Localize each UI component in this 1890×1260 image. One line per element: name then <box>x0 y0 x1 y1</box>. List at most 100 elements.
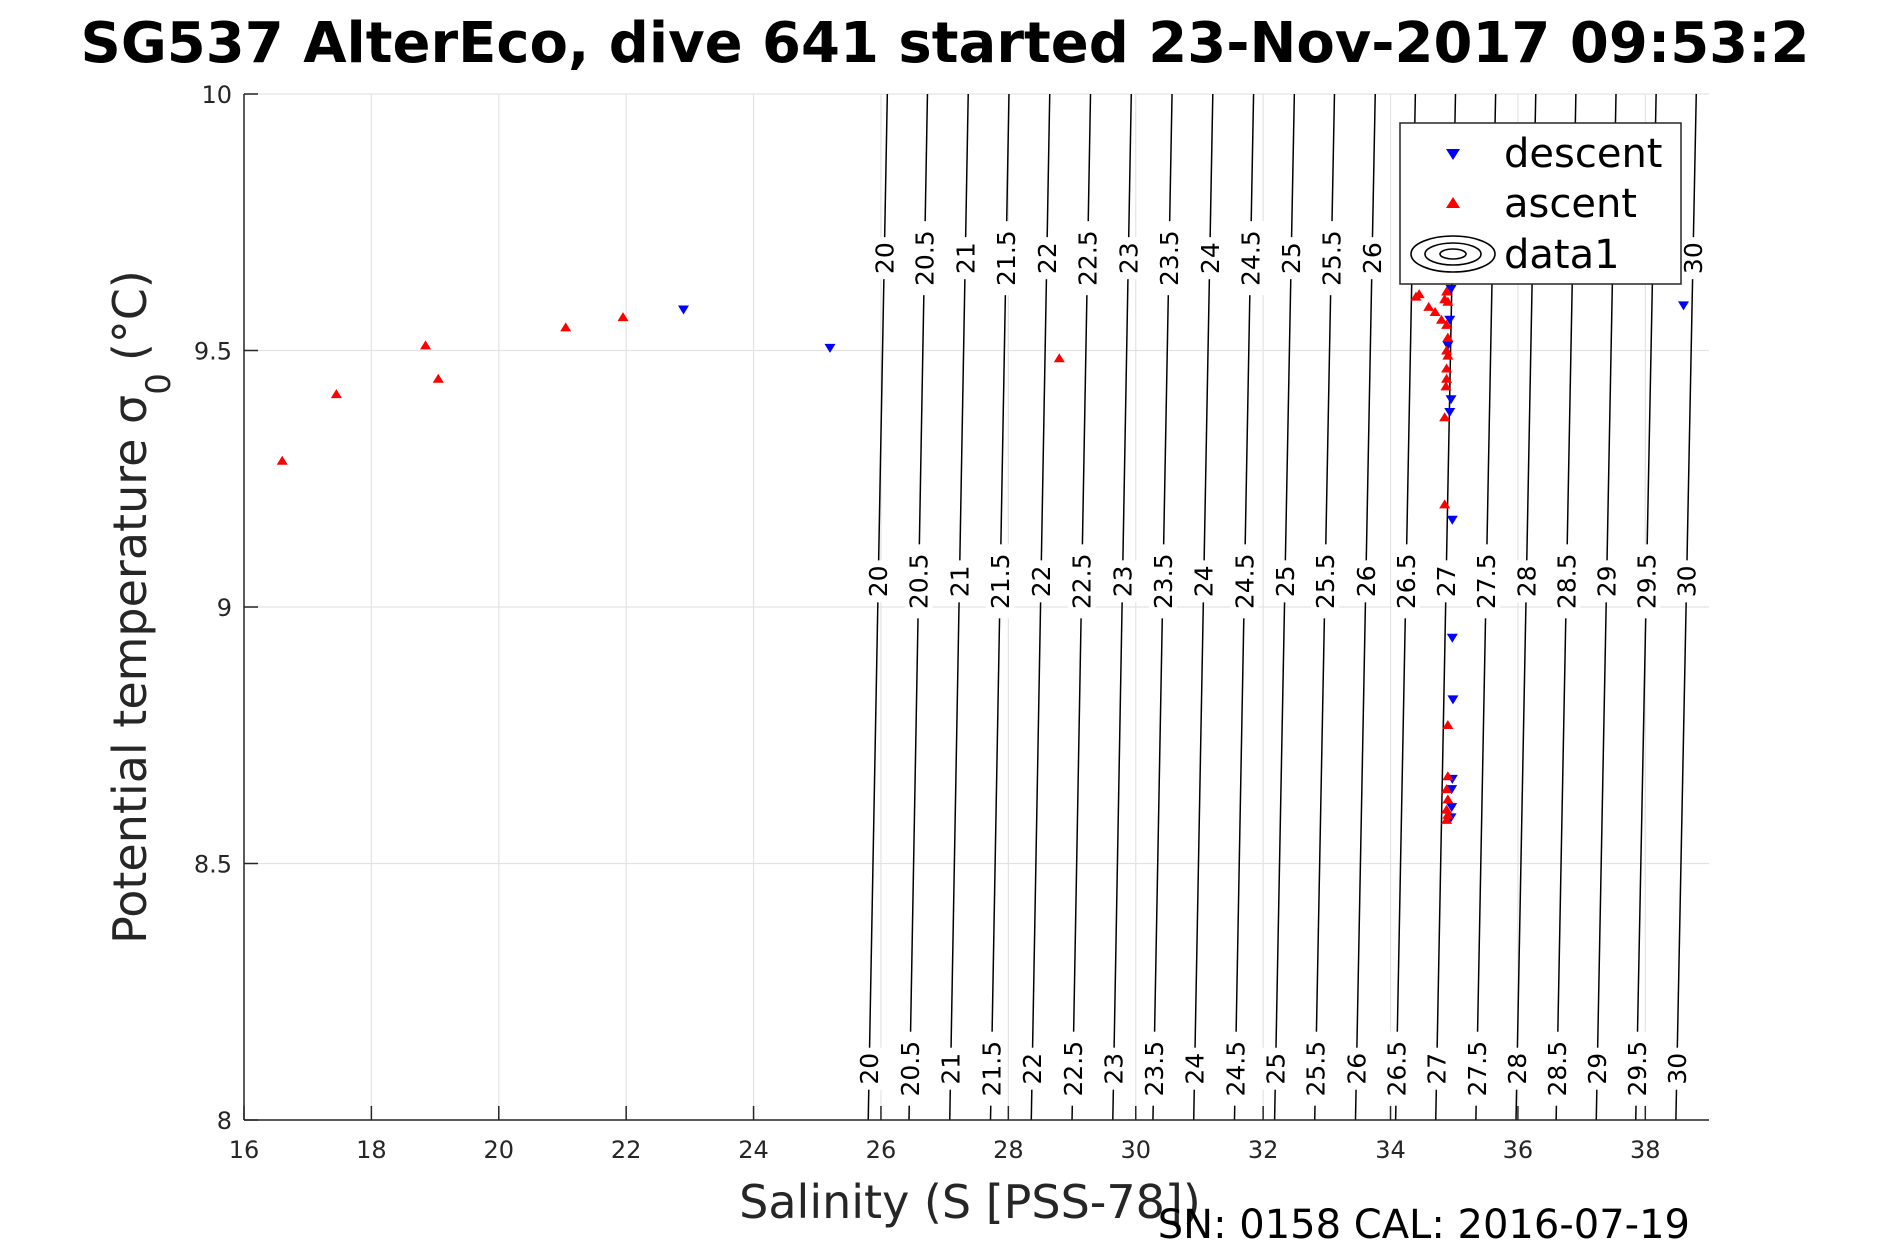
x-tick-label: 22 <box>611 1136 642 1164</box>
contour-label: 23.5 <box>1149 554 1178 610</box>
y-tick-label: 10 <box>201 81 232 109</box>
contour-label-gap <box>1678 237 1707 280</box>
data-point-ascent <box>1441 814 1453 824</box>
data-point-ascent <box>1441 363 1453 373</box>
data-point-ascent <box>1441 784 1453 794</box>
contour-label-gap <box>1317 221 1346 296</box>
contour-label: 26 <box>1352 565 1381 597</box>
x-tick-label: 36 <box>1503 1136 1534 1164</box>
data-point-ascent <box>1442 771 1454 781</box>
contour-label: 30 <box>1663 1053 1692 1085</box>
data-point-ascent <box>432 373 444 383</box>
y-tick-labels: 8 8.5 9 9.5 10 <box>194 81 232 1135</box>
y-axis-label-subscript: 0 <box>139 373 179 395</box>
contour-label: 21.5 <box>992 230 1021 286</box>
legend-label-data1: data1 <box>1504 232 1620 278</box>
contour-label: 21 <box>945 565 974 597</box>
contour-label: 27 <box>1432 565 1461 597</box>
contour-label-gap <box>1301 1031 1330 1106</box>
x-tick-label: 28 <box>993 1136 1024 1164</box>
data-point-ascent <box>1442 794 1454 804</box>
contour-label: 22.5 <box>1074 230 1103 286</box>
contour-label-gap <box>977 1031 1006 1106</box>
data-point-descent <box>1445 395 1457 405</box>
contour-label: 28.5 <box>1552 554 1581 610</box>
data-point-ascent <box>1439 499 1451 509</box>
data-point-ascent <box>1442 332 1454 342</box>
contour-label-gap <box>1622 1031 1651 1106</box>
data-point-descent <box>1444 408 1456 418</box>
contour-label-gap <box>1502 1047 1531 1090</box>
contour-label-gap <box>1261 1047 1290 1090</box>
contour-label: 25.5 <box>1302 1041 1331 1097</box>
data-point-ascent <box>1442 296 1454 306</box>
contour-label-gap <box>1067 544 1096 619</box>
contour-label-gap <box>1422 1047 1451 1090</box>
contour-label: 21 <box>951 242 980 274</box>
contour-label-gap <box>1311 544 1340 619</box>
data-point-ascent <box>1429 307 1441 317</box>
contour-label: 26 <box>1342 1053 1371 1085</box>
legend-marker-descent <box>1446 149 1460 160</box>
data-point-ascent <box>560 322 572 332</box>
svg-text:Potential temperature σ0(°C): Potential temperature σ0 (°C) <box>103 270 179 944</box>
contour-label-gap <box>1277 237 1306 280</box>
data-point-descent <box>824 343 836 353</box>
contour-label: 26.5 <box>1392 554 1421 610</box>
contour-label: 23 <box>1114 242 1143 274</box>
y-axis-label-main: Potential temperature σ <box>103 395 157 944</box>
contour-label: 25.5 <box>1311 554 1340 610</box>
contour-label-gap <box>1058 1031 1087 1106</box>
contour-label-gap <box>1180 1047 1209 1090</box>
contour-label-gap <box>864 560 893 603</box>
contour-label: 21.5 <box>977 1041 1006 1097</box>
contour-labels: 20 20.5 21 21.5 22 22.5 23 23.5 24 24.5 25 25.5 26 26… <box>855 221 1708 1106</box>
contour-label-gap <box>1108 560 1137 603</box>
contour-label-gap <box>1114 237 1143 280</box>
contour-label: 23.5 <box>1140 1041 1169 1097</box>
x-axis-label: Salinity (S [PSS-78]) <box>739 1175 1201 1229</box>
data-point-ascent <box>1441 804 1453 814</box>
contour-label: 22 <box>1027 565 1056 597</box>
footer-serial-calibration: SN: 0158 CAL: 2016-07-19 <box>1158 1202 1690 1248</box>
contour-label-gap <box>1358 237 1387 280</box>
contour-label-gap <box>1391 544 1420 619</box>
contour-label-gap <box>1543 1031 1572 1106</box>
contour-label: 22.5 <box>1059 1041 1088 1097</box>
contour-label-gap <box>1632 544 1661 619</box>
contour-label-gap <box>1221 1031 1250 1106</box>
contour-label: 24 <box>1190 565 1219 597</box>
contour-label-gap <box>936 1047 965 1090</box>
data-point-ascent <box>276 455 288 465</box>
contour-label-gap <box>1230 544 1259 619</box>
contour-label: 21.5 <box>986 554 1015 610</box>
contour-label-gap <box>910 221 939 296</box>
x-tick-label: 20 <box>484 1136 515 1164</box>
data-point-descent <box>1446 803 1458 813</box>
contour-label: 25 <box>1277 242 1306 274</box>
contour-label: 20 <box>855 1053 884 1085</box>
data-point-ascent <box>1441 345 1453 355</box>
contour-label-gap <box>1462 1031 1491 1106</box>
data-point-ascent <box>1413 289 1425 299</box>
data-point-descent <box>1445 284 1457 294</box>
x-tick-label: 30 <box>1120 1136 1151 1164</box>
data-points <box>276 284 1690 824</box>
data-point-descent <box>1447 695 1459 705</box>
x-tick-labels: 16 18 20 22 24 26 28 30 32 34 36 38 <box>229 1136 1661 1164</box>
contour-label: 29.5 <box>1623 1041 1652 1097</box>
contour-label-gap <box>904 544 933 619</box>
contour-label: 28.5 <box>1543 1041 1572 1097</box>
y-tick-label: 9 <box>217 594 232 622</box>
data-point-ascent <box>1442 809 1454 819</box>
y-axis-label: Potential temperature σ0 (°C) <box>103 270 179 944</box>
data-point-ascent <box>1423 301 1435 311</box>
contour-label: 30 <box>1679 242 1708 274</box>
contour-label-gap <box>1148 544 1177 619</box>
data-point-descent <box>1442 341 1454 351</box>
contour-label-gap <box>951 237 980 280</box>
contour-label: 27.5 <box>1463 1041 1492 1097</box>
data-point-descent <box>1446 785 1458 795</box>
contour-label: 26 <box>1358 242 1387 274</box>
